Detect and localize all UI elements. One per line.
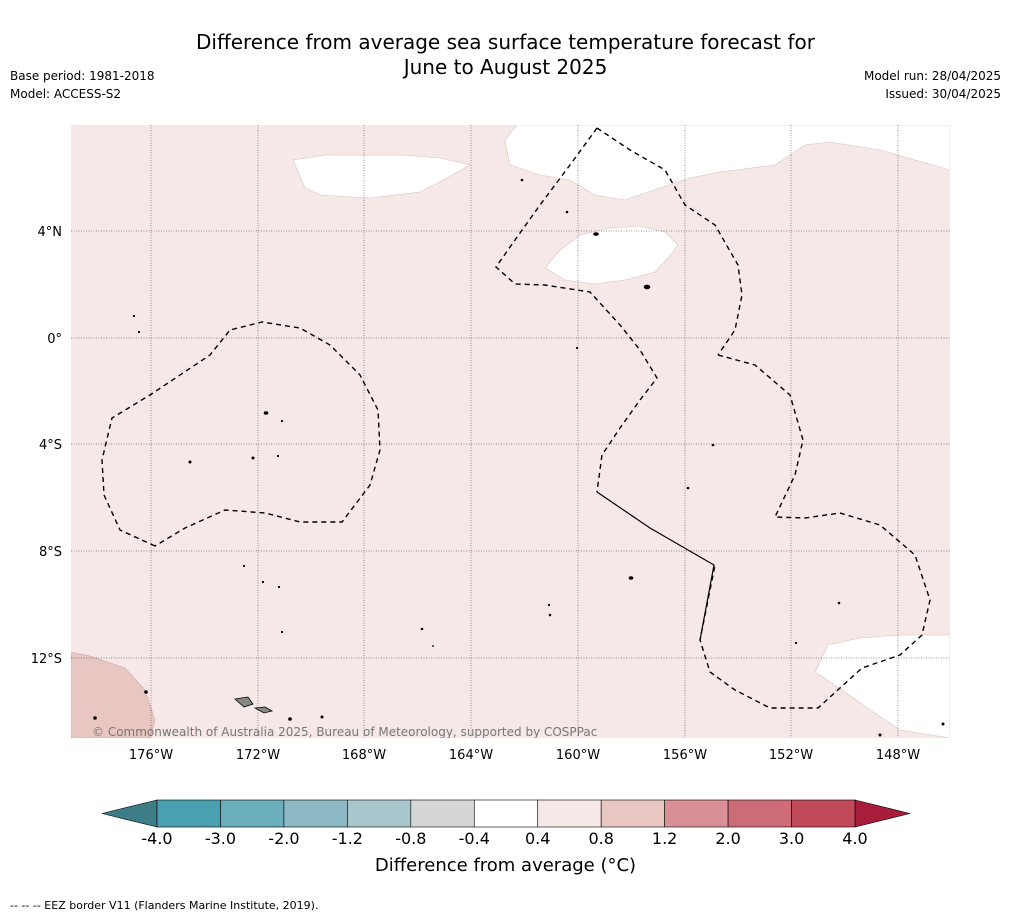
colorbar-extend-high [854,799,911,828]
colorbar: -4.0 -3.0 -2.0 -1.2 -0.8 -0.4 0.4 0.8 1.2 2.0 3.0 4… [101,799,911,848]
eez-borders [101,127,931,709]
colorbar-tick-label: 4.0 [842,829,867,848]
lat-label-0: 0° [47,332,62,347]
colorbar-tick-label: -2.0 [268,829,299,848]
lon-label-156w: 156°W [663,748,707,763]
colorbar-tick-label: -4.0 [141,829,172,848]
lon-label-152w: 152°W [769,748,813,763]
model-run: Model run: 28/04/2025 [863,69,1001,83]
neutral-region-south-east [814,634,950,738]
colorbar-bin [537,799,602,828]
colorbar-title: Difference from average (°C) [374,855,637,876]
neutral-region-north-west [292,154,471,199]
eez-legend-note: -- -- -- EEZ border V11 (Flanders Marine… [10,899,319,912]
lon-label-172w: 172°W [236,748,280,763]
latitude-labels: 4°N 0° 4°S 8°S 12°S [31,225,62,667]
lat-label-8s: 8°S [39,545,62,560]
colorbar-extend-low [101,799,158,828]
lon-label-176w: 176°W [129,748,173,763]
eez-border-cook-islands [699,354,931,709]
neutral-region-north-central [504,125,950,201]
eez-border-solid-segment [596,491,715,641]
model-name: Model: ACCESS-S2 [10,87,122,101]
lat-label-4s: 4°S [39,438,62,453]
title-line-1: Difference from average sea surface temp… [195,30,815,54]
map-title: Difference from average sea surface temp… [0,30,1011,80]
island-tutuila [253,706,274,714]
island-upolu [234,696,254,708]
lat-label-4n: 4°N [38,225,63,240]
colorbar-tick-label: 1.2 [652,829,677,848]
colorbar-tick-label: 0.8 [588,829,613,848]
colorbar-tick-label: 2.0 [715,829,740,848]
eez-border-tokelau [101,321,381,547]
colorbar-bin [156,799,221,828]
colorbar-bin [220,799,285,828]
eez-border-line-islands [596,127,743,356]
copyright-notice: © Commonwealth of Australia 2025, Bureau… [92,725,597,739]
anomaly-fill-0.8-1.2 [71,651,156,738]
lon-label-164w: 164°W [449,748,493,763]
lon-label-148w: 148°W [876,748,920,763]
colorbar-bin [283,799,348,828]
lon-label-160w: 160°W [556,748,600,763]
meta-right: Model run: 28/04/2025 Issued: 30/04/2025 [864,67,1001,103]
anomaly-fill-0.4-0.8 [71,125,950,738]
map-panel: © Commonwealth of Australia 2025, Bureau… [71,125,950,739]
title-line-2: June to August 2025 [403,55,608,79]
meta-left: Base period: 1981-2018 Model: ACCESS-S2 [10,67,155,103]
colorbar-tick-label: -1.2 [332,829,363,848]
colorbar-bin [791,799,856,828]
colorbar-bin [410,799,475,828]
colorbar-tick-label: -0.8 [395,829,426,848]
islands [93,178,945,737]
colorbar-tick-label: 3.0 [779,829,804,848]
eez-border-kiribati-west [495,127,658,493]
colorbar-tick-label: 0.4 [525,829,550,848]
lat-label-12s: 12°S [31,652,62,667]
colorbar-tick-label: -3.0 [205,829,236,848]
colorbar-bin [727,799,792,828]
colorbar-bin [600,799,665,828]
colorbar-tick-label: -0.4 [459,829,490,848]
base-period: Base period: 1981-2018 [10,69,155,83]
colorbar-bin [347,799,412,828]
longitude-labels: 176°W 172°W 168°W 164°W 160°W 156°W 152°… [129,748,920,763]
issued-date: Issued: 30/04/2025 [885,87,1001,101]
lon-label-168w: 168°W [342,748,386,763]
graticule [71,125,950,738]
colorbar-bin [473,799,539,828]
colorbar-bin [664,799,729,828]
